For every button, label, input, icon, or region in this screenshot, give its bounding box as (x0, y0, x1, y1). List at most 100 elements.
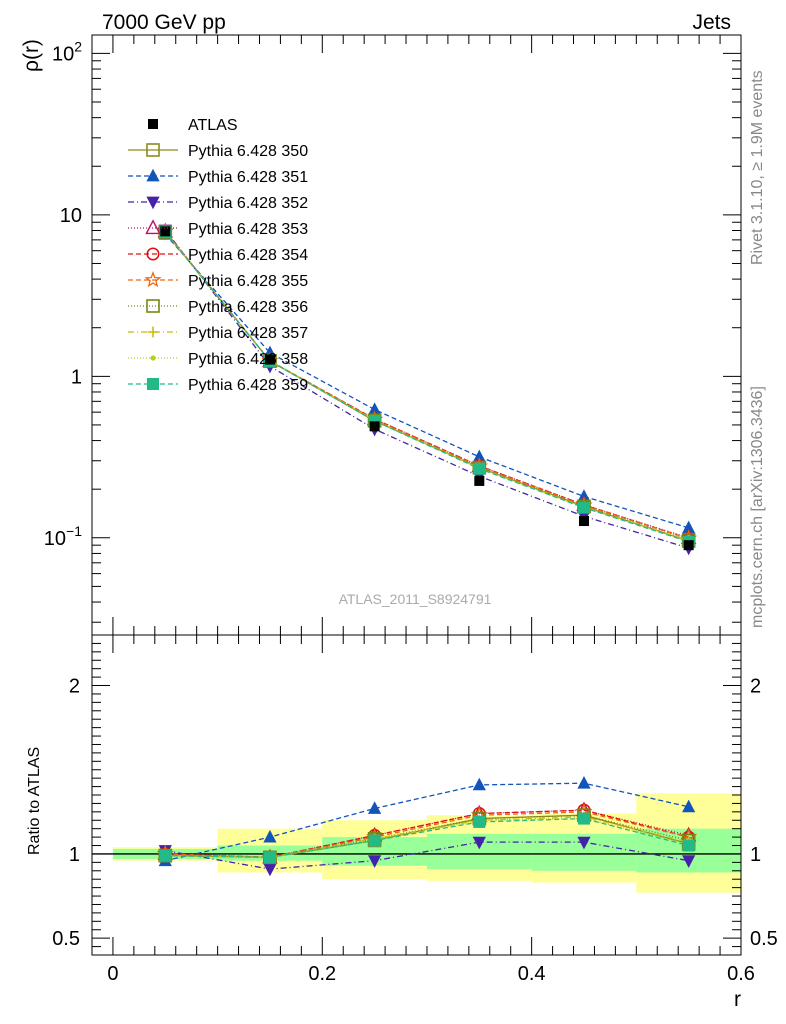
legend-entry: Pythia 6.428 353 (128, 219, 308, 238)
upper-series-group (156, 222, 698, 556)
lower-series-line (165, 817, 689, 858)
upper-y-tick-label: 10−1 (44, 523, 82, 550)
atlas-data-marker (683, 540, 694, 551)
upper-y-axis-label: ρ(r) (20, 39, 43, 72)
lower-series-marker (368, 855, 382, 868)
upper-series-marker (368, 402, 382, 415)
legend-entry: Pythia 6.428 355 (128, 270, 308, 290)
lower-series-group (156, 776, 698, 877)
legend-marker (146, 168, 160, 182)
lower-y-tick-label-right: 1 (750, 844, 761, 866)
lower-y-tick-label-left: 2 (69, 676, 80, 698)
legend-entry: ATLAS (148, 117, 238, 134)
atlas-data-points (160, 226, 694, 551)
legend-label: Pythia 6.428 356 (188, 299, 308, 316)
legend-marker (146, 247, 160, 261)
lower-series-line (165, 811, 689, 858)
legend-marker (147, 378, 159, 390)
lower-y-tick-label-left: 1 (69, 844, 80, 866)
lower-y-ticks: 0.5 0.5 1 1 2 2 (52, 642, 778, 950)
analysis-watermark: ATLAS_2011_S8924791 (339, 591, 492, 607)
lower-series-marker (472, 836, 486, 850)
lower-series-marker (368, 834, 381, 847)
x-axis-label: r (734, 988, 741, 1011)
legend-label: Pythia 6.428 353 (188, 221, 308, 238)
upper-series-marker (577, 489, 591, 502)
lower-series-marker (263, 851, 276, 864)
atlas-data-marker (369, 421, 380, 432)
atlas-data-marker (578, 516, 589, 527)
legend-marker (150, 355, 156, 361)
uncertainty-bands (112, 793, 741, 893)
lower-series-marker (263, 863, 277, 877)
atlas-data-marker (160, 226, 171, 237)
lower-series-marker (159, 849, 172, 862)
legend-label: Pythia 6.428 350 (188, 143, 308, 160)
x-ticks: 0 0.2 0.4 0.6 (91, 35, 755, 985)
x-tick-label: 0.6 (727, 963, 755, 985)
legend-marker (148, 119, 158, 129)
legend-marker (147, 326, 159, 338)
lower-series-marker (682, 839, 695, 852)
legend-label: Pythia 6.428 354 (188, 247, 308, 264)
upper-series-line (164, 231, 689, 542)
lower-series-marker (368, 801, 382, 814)
legend-label: Pythia 6.428 355 (188, 273, 308, 290)
lower-y-tick-label-left: 0.5 (52, 928, 80, 950)
legend-marker (146, 143, 160, 157)
lower-series-marker (263, 829, 277, 843)
lower-series-marker (472, 777, 486, 791)
x-tick-label: 0.2 (308, 963, 336, 985)
rivet-version-label: Rivet 3.1.10, ≥ 1.9M events (749, 70, 766, 265)
upper-series-marker (473, 462, 486, 475)
upper-y-ticks: 10−1 1 10 102 (44, 38, 741, 623)
legend-entry: Pythia 6.428 351 (128, 168, 308, 186)
lower-series-marker (682, 855, 696, 868)
upper-y-tick-label: 10 (60, 205, 82, 227)
legend-label: Pythia 6.428 352 (188, 195, 308, 212)
lower-series-marker (577, 836, 591, 850)
legend-marker (144, 270, 162, 288)
header-energy-label: 7000 GeV pp (102, 11, 226, 34)
atlas-data-marker (264, 354, 275, 365)
legend-label: Pythia 6.428 359 (188, 377, 308, 394)
lower-series-marker (473, 815, 486, 828)
legend: ATLAS Pythia 6.428 350 Pythia 6.428 351 Pyt… (128, 117, 308, 394)
lower-y-tick-label-right: 2 (750, 676, 761, 698)
lower-series-line (165, 841, 689, 870)
legend-label: ATLAS (188, 117, 238, 134)
legend-entry: Pythia 6.428 350 (128, 143, 308, 160)
legend-entry: Pythia 6.428 357 (128, 325, 308, 342)
legend-label: Pythia 6.428 357 (188, 325, 308, 342)
x-tick-label: 0.4 (518, 963, 546, 985)
upper-series-marker (682, 520, 696, 534)
upper-series-line (164, 229, 689, 549)
x-tick-label: 0 (107, 963, 118, 985)
lower-y-tick-label-right: 0.5 (750, 928, 778, 950)
legend-label: Pythia 6.428 351 (188, 169, 308, 186)
legend-marker (145, 219, 161, 235)
upper-y-tick-label: 102 (52, 38, 82, 65)
legend-entry: Pythia 6.428 354 (128, 247, 308, 264)
legend-entry: Pythia 6.428 356 (128, 299, 308, 316)
legend-marker (146, 299, 160, 313)
legend-marker (146, 196, 160, 210)
upper-y-tick-label: 1 (71, 366, 82, 388)
legend-label: Pythia 6.428 358 (188, 351, 308, 368)
upper-series-line (164, 231, 689, 543)
upper-series-line (164, 233, 689, 529)
lower-y-axis-label: Ratio to ATLAS (26, 747, 43, 855)
upper-series-marker (472, 449, 486, 463)
header-jets-label: Jets (692, 11, 731, 34)
upper-series-marker (577, 501, 590, 514)
legend-entry: Pythia 6.428 359 (128, 377, 308, 394)
atlas-data-marker (474, 475, 485, 486)
lower-series-marker (682, 799, 696, 813)
legend-entry: Pythia 6.428 358 (128, 351, 308, 368)
lower-series-marker (577, 776, 591, 789)
legend-entry: Pythia 6.428 352 (128, 195, 308, 212)
lower-series-marker (577, 812, 590, 825)
mcplots-source-label: mcplots.cern.ch [arXiv:1306.3436] (749, 386, 766, 628)
lower-series-line (165, 782, 689, 862)
